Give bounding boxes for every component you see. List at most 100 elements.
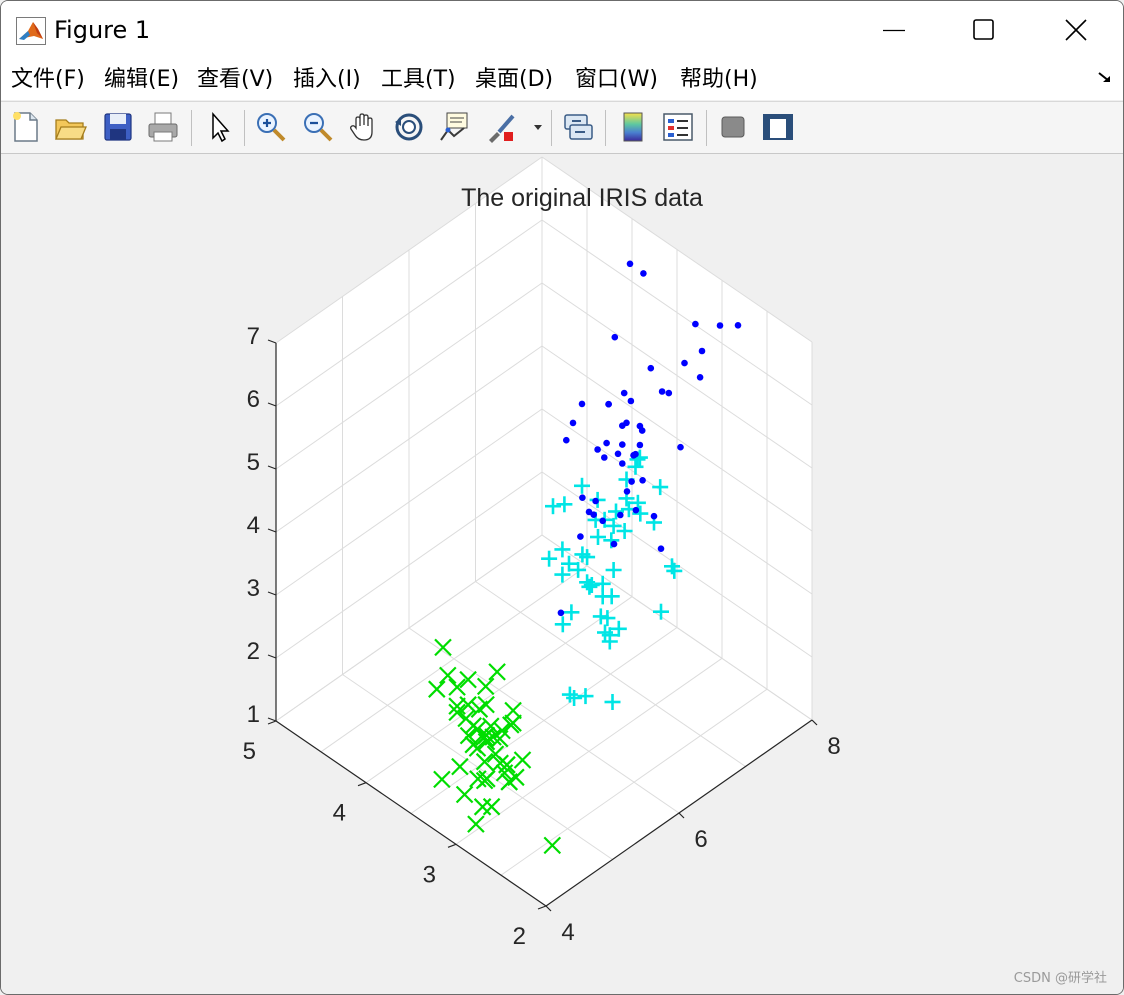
data-point-x-marker xyxy=(468,720,487,738)
data-point-x-marker xyxy=(488,663,506,681)
data-point-plus-marker xyxy=(574,477,590,494)
save-button[interactable] xyxy=(101,110,135,144)
menu-view[interactable]: 查看(V) xyxy=(197,67,274,92)
z-tick-label: 1 xyxy=(247,701,260,728)
menu-dock-arrow-icon[interactable] xyxy=(1097,71,1113,89)
print-icon xyxy=(148,112,178,142)
data-cursor-button[interactable] xyxy=(438,110,472,144)
grid-line-z-left-wall xyxy=(275,156,543,344)
menu-edit[interactable]: 编辑(E) xyxy=(104,67,180,92)
pan-button[interactable] xyxy=(347,110,381,144)
data-point-plus-marker xyxy=(561,555,577,572)
data-point-x-marker xyxy=(495,764,514,782)
z-tick-mark xyxy=(267,591,277,596)
link-plot-icon xyxy=(564,114,593,140)
data-point-x-marker xyxy=(491,754,509,772)
data-point-dot-marker xyxy=(599,517,606,525)
pointer-button[interactable] xyxy=(203,110,237,144)
menu-tools[interactable]: 工具(T) xyxy=(381,67,456,92)
z-tick-label: 6 xyxy=(247,386,260,413)
y-tick-mark xyxy=(357,782,367,787)
rotate-3d-button[interactable] xyxy=(392,110,426,144)
menu-insert[interactable]: 插入(I) xyxy=(293,67,361,92)
watermark: CSDN @研学社 xyxy=(1013,971,1107,986)
chevron-down-icon xyxy=(534,125,542,130)
data-point-x-marker xyxy=(459,726,478,745)
maximize-button[interactable] xyxy=(949,7,1019,53)
data-point-x-marker xyxy=(448,678,466,696)
open-file-button[interactable] xyxy=(53,110,87,144)
matlab-logo-icon xyxy=(16,17,46,45)
y-tick-label: 3 xyxy=(423,861,436,888)
data-point-plus-marker xyxy=(541,550,558,567)
legend-icon xyxy=(663,113,693,141)
hide-plot-tools-icon xyxy=(721,116,745,138)
data-point-dot-marker xyxy=(665,389,673,397)
data-point-x-marker xyxy=(455,785,474,804)
menu-desktop[interactable]: 桌面(D) xyxy=(475,67,554,92)
close-button[interactable] xyxy=(1041,7,1111,53)
data-point-dot-marker xyxy=(627,397,635,405)
data-point-x-marker xyxy=(543,836,562,855)
data-point-stroke xyxy=(491,729,509,748)
data-point-stroke xyxy=(475,752,494,771)
toolbar-separator xyxy=(605,110,606,146)
grid-line-z-right-wall xyxy=(541,282,813,469)
data-point-dot-marker xyxy=(603,439,610,447)
menu-help[interactable]: 帮助(H) xyxy=(680,67,758,92)
menu-file[interactable]: 文件(F) xyxy=(11,67,85,92)
z-tick-mark xyxy=(267,339,277,344)
scatter3d-chart[interactable]: 4 6 8 2 3 4 5 1 2 3 4 5 6 7 The original IRIS data xyxy=(1,154,1124,995)
maximize-icon xyxy=(973,19,994,40)
toolbar-separator xyxy=(706,110,707,146)
z-tick-label: 7 xyxy=(247,323,260,350)
x-tick-mark xyxy=(678,812,685,819)
data-point-stroke xyxy=(448,703,466,722)
data-point-stroke xyxy=(543,836,562,855)
link-plot-button[interactable] xyxy=(561,110,595,144)
data-point-stroke xyxy=(467,815,485,833)
data-point-dot-marker xyxy=(594,446,601,453)
x-tick-label: 6 xyxy=(694,826,707,853)
data-point-dot-marker xyxy=(623,488,631,495)
z-tick-mark xyxy=(267,654,277,659)
grid-line-z-left-wall xyxy=(275,282,543,470)
brush-button[interactable] xyxy=(485,110,519,144)
z-tick-mark xyxy=(267,717,277,722)
data-point-plus-marker xyxy=(632,505,649,522)
data-point-x-marker xyxy=(473,798,492,816)
brush-dropdown-button[interactable] xyxy=(528,110,548,144)
print-button[interactable] xyxy=(146,110,180,144)
data-point-stroke xyxy=(477,726,496,745)
legend-button[interactable] xyxy=(661,110,695,144)
hide-plot-tools-button[interactable] xyxy=(716,110,750,144)
grid-line-y-floor xyxy=(410,627,678,814)
menu-window[interactable]: 窗口(W) xyxy=(575,67,658,92)
data-point-stroke xyxy=(459,670,477,689)
data-point-stroke xyxy=(459,696,477,714)
data-point-dot-marker xyxy=(734,322,742,329)
new-figure-icon xyxy=(13,112,38,142)
window-title: Figure 1 xyxy=(54,16,151,44)
plot-area: 4 6 8 2 3 4 5 1 2 3 4 5 6 7 The original IRIS data xyxy=(1,154,1124,995)
data-point-stroke xyxy=(468,720,487,738)
zoom-out-button[interactable] xyxy=(301,110,335,144)
data-point-stroke xyxy=(439,666,457,685)
data-point-plus-marker xyxy=(605,517,622,534)
grid-line-z-right-wall xyxy=(541,156,813,343)
minimize-button[interactable] xyxy=(859,7,929,53)
show-plot-tools-button[interactable] xyxy=(761,110,795,144)
data-point-dot-marker xyxy=(611,333,619,341)
data-point-dot-marker xyxy=(696,374,704,381)
data-point-dot-marker xyxy=(677,443,684,451)
z-tick-label: 5 xyxy=(247,449,260,476)
zoom-in-button[interactable] xyxy=(254,110,288,144)
data-point-dot-marker xyxy=(610,540,618,548)
colorbar-button[interactable] xyxy=(616,110,650,144)
new-figure-button[interactable] xyxy=(9,110,43,144)
data-point-plus-marker xyxy=(603,588,620,605)
data-point-dot-marker xyxy=(692,320,699,328)
grid-line-z-left-wall xyxy=(275,534,543,722)
data-point-dot-marker xyxy=(698,347,706,355)
data-point-stroke xyxy=(491,754,509,772)
